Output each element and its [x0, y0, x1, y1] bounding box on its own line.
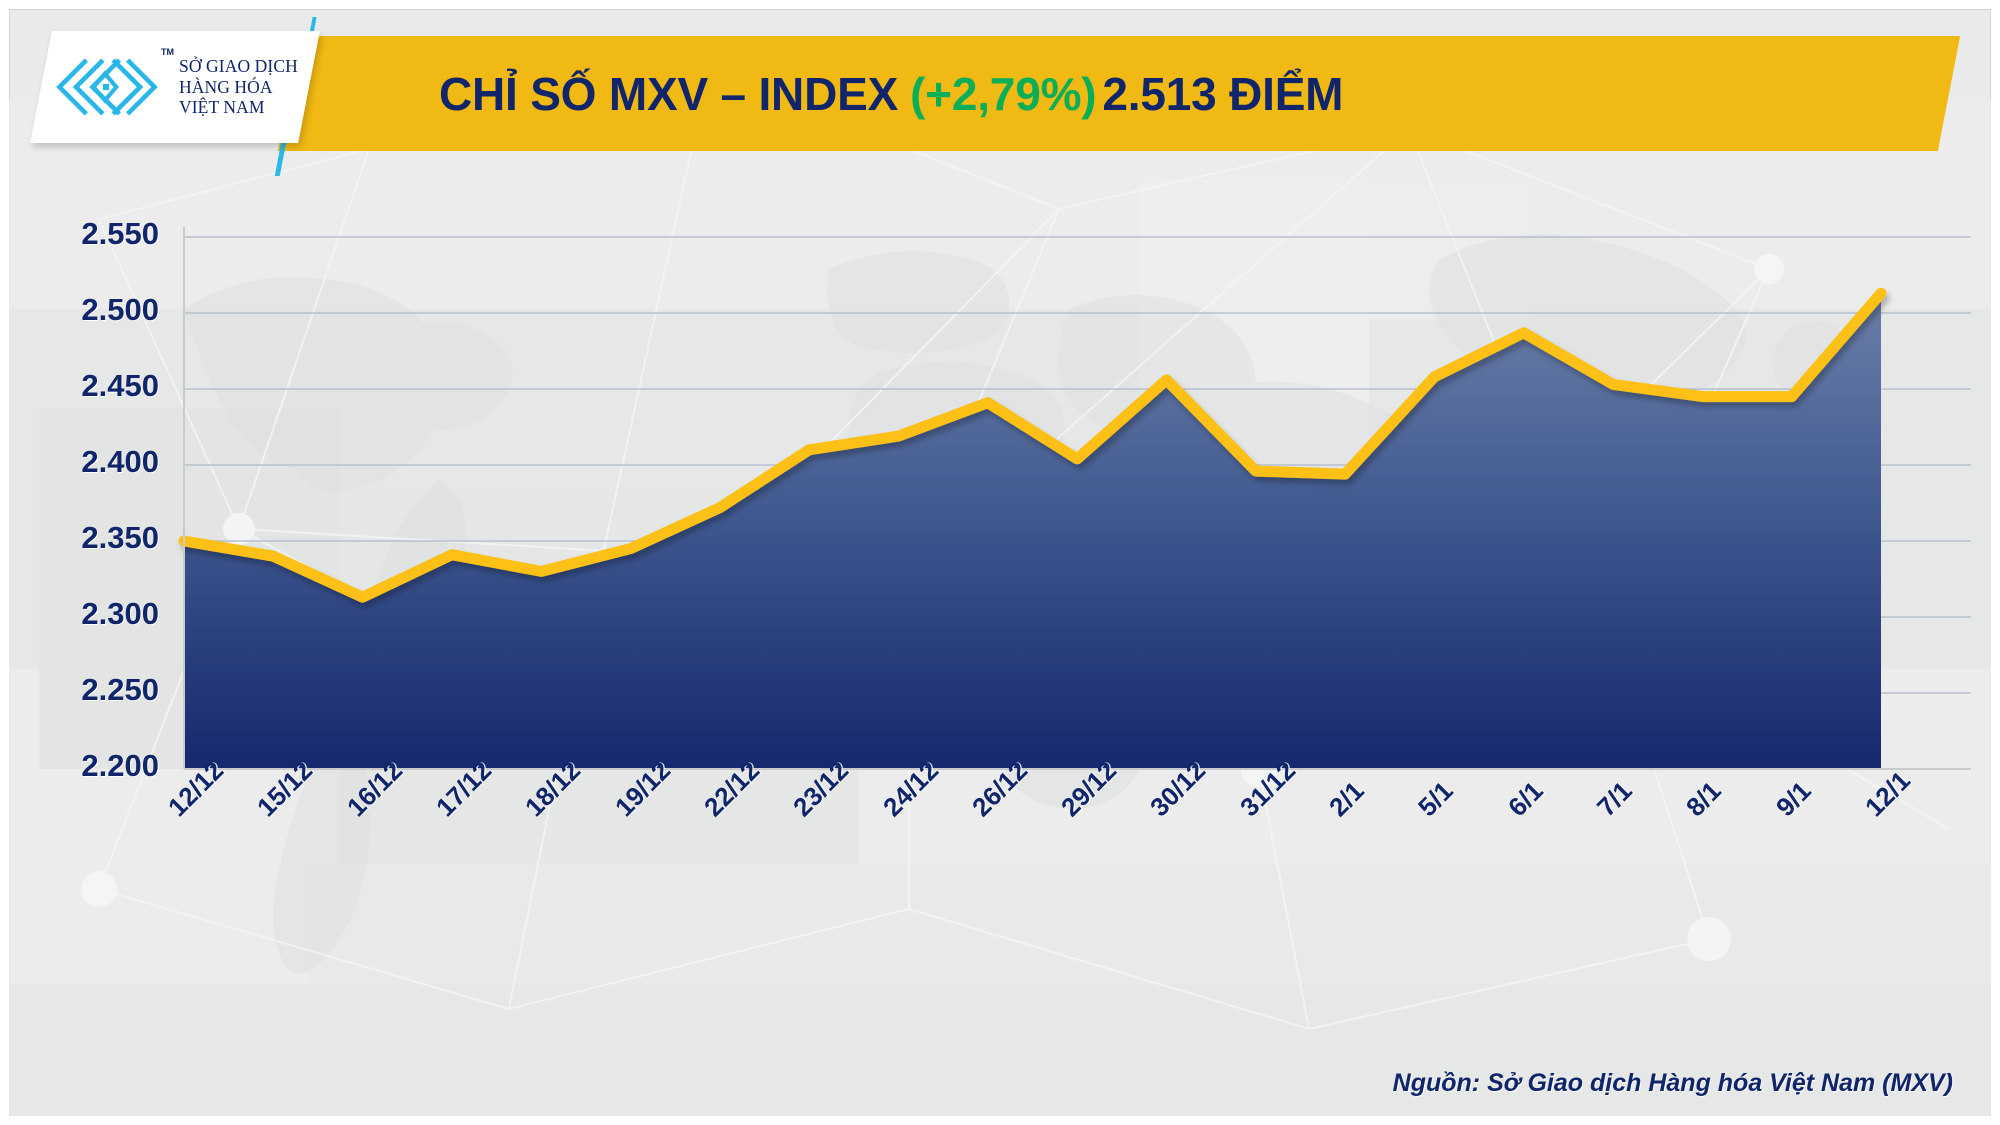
- page-title: CHỈ SỐ MXV – INDEX (+2,79%) 2.513 ĐIỂM: [439, 36, 1349, 151]
- brand-name: SỞ GIAO DỊCH HÀNG HÓA VIỆT NAM: [179, 56, 298, 118]
- x-axis-tick: 29/12: [1055, 754, 1123, 823]
- title-index-value: 2.513 ĐIỂM: [1102, 67, 1344, 120]
- x-axis-labels: 12/12 15/12 16/12 17/12 18/12 19/12 22/12 23/12…: [9, 159, 1991, 1116]
- source-note: Nguồn: Sở Giao dịch Hàng hóa Việt Nam (M…: [1392, 1069, 1953, 1097]
- x-axis-tick: 7/1: [1591, 775, 1638, 823]
- x-axis-tick: 12/1: [1859, 765, 1916, 823]
- brand-logo-card: TM SỞ GIAO DỊCH HÀNG HÓA VIỆT NAM: [30, 31, 320, 143]
- poster-canvas: CHỈ SỐ MXV – INDEX (+2,79%) 2.513 ĐIỂM: [9, 9, 1991, 1116]
- brand-line-3: VIỆT NAM: [179, 97, 265, 118]
- x-axis-tick: 9/1: [1769, 775, 1817, 823]
- x-axis-tick: 2/1: [1323, 775, 1370, 823]
- brand-line-2: HÀNG HÓA: [179, 76, 273, 97]
- x-axis-tick: 8/1: [1680, 775, 1728, 823]
- x-axis-tick: 24/12: [876, 754, 944, 823]
- x-axis-tick: 19/12: [608, 754, 676, 823]
- trademark-symbol: TM: [161, 47, 174, 57]
- x-axis-tick: 18/12: [519, 754, 587, 823]
- x-axis-tick: 22/12: [697, 754, 766, 823]
- x-axis-tick: 23/12: [787, 754, 855, 823]
- x-axis-tick: 30/12: [1144, 754, 1212, 823]
- x-axis-tick: 5/1: [1412, 775, 1460, 823]
- mxv-logo-icon: [56, 58, 158, 116]
- x-axis-tick: 6/1: [1501, 775, 1549, 823]
- x-axis-tick: 16/12: [340, 754, 408, 823]
- x-axis-tick: 15/12: [251, 754, 319, 823]
- title-change-pct: (+2,79%): [910, 67, 1097, 120]
- x-axis-tick: 31/12: [1233, 754, 1302, 823]
- x-axis-tick: 12/12: [162, 754, 230, 823]
- x-axis-tick: 17/12: [429, 754, 498, 823]
- x-axis-tick: 26/12: [965, 754, 1034, 823]
- title-main: CHỈ SỐ MXV – INDEX: [439, 67, 899, 120]
- brand-line-1: SỞ GIAO DỊCH: [179, 56, 298, 77]
- title-banner: CHỈ SỐ MXV – INDEX (+2,79%) 2.513 ĐIỂM: [277, 36, 1961, 151]
- mxv-index-chart: 2.550 2.500 2.450 2.400 2.350 2.300 2.250 2.200…: [9, 159, 1991, 1116]
